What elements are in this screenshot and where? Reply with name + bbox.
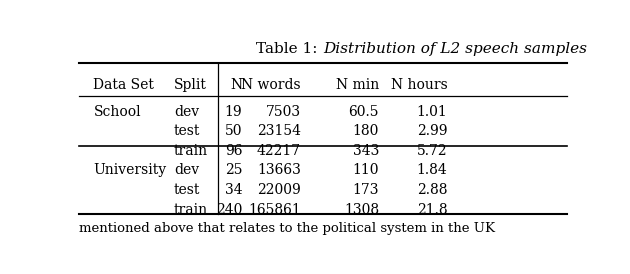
Text: Data Set: Data Set xyxy=(93,78,154,92)
Text: 343: 343 xyxy=(353,144,379,158)
Text: 165861: 165861 xyxy=(248,203,301,217)
Text: 13663: 13663 xyxy=(257,164,301,178)
Text: 60.5: 60.5 xyxy=(348,105,379,119)
Text: dev: dev xyxy=(174,164,199,178)
Text: 96: 96 xyxy=(225,144,243,158)
Text: test: test xyxy=(174,183,200,197)
Text: 23154: 23154 xyxy=(257,124,301,138)
Text: test: test xyxy=(174,124,200,138)
Text: 42217: 42217 xyxy=(257,144,301,158)
Text: 173: 173 xyxy=(353,183,379,197)
Text: N words: N words xyxy=(241,78,301,92)
Text: 240: 240 xyxy=(216,203,243,217)
Text: N min: N min xyxy=(336,78,379,92)
Text: University: University xyxy=(93,164,166,178)
Text: mentioned above that relates to the political system in the UK: mentioned above that relates to the poli… xyxy=(79,222,495,235)
Text: Split: Split xyxy=(174,78,207,92)
Text: 180: 180 xyxy=(353,124,379,138)
Text: 25: 25 xyxy=(225,164,243,178)
Text: 2.99: 2.99 xyxy=(417,124,447,138)
Text: 22009: 22009 xyxy=(257,183,301,197)
Text: N hours: N hours xyxy=(391,78,447,92)
Text: Distribution of L2 speech samples: Distribution of L2 speech samples xyxy=(323,42,587,56)
Text: 110: 110 xyxy=(353,164,379,178)
Text: 2.88: 2.88 xyxy=(417,183,447,197)
Text: 50: 50 xyxy=(225,124,243,138)
Text: 34: 34 xyxy=(225,183,243,197)
Text: dev: dev xyxy=(174,105,199,119)
Text: 7503: 7503 xyxy=(266,105,301,119)
Text: 1308: 1308 xyxy=(344,203,379,217)
Text: 1.84: 1.84 xyxy=(416,164,447,178)
Text: School: School xyxy=(93,105,141,119)
Text: 1.01: 1.01 xyxy=(416,105,447,119)
Text: Table 1:: Table 1: xyxy=(256,42,323,56)
Text: 19: 19 xyxy=(225,105,243,119)
Text: 21.8: 21.8 xyxy=(417,203,447,217)
Text: train: train xyxy=(174,203,208,217)
Text: train: train xyxy=(174,144,208,158)
Text: N: N xyxy=(230,78,243,92)
Text: 5.72: 5.72 xyxy=(417,144,447,158)
